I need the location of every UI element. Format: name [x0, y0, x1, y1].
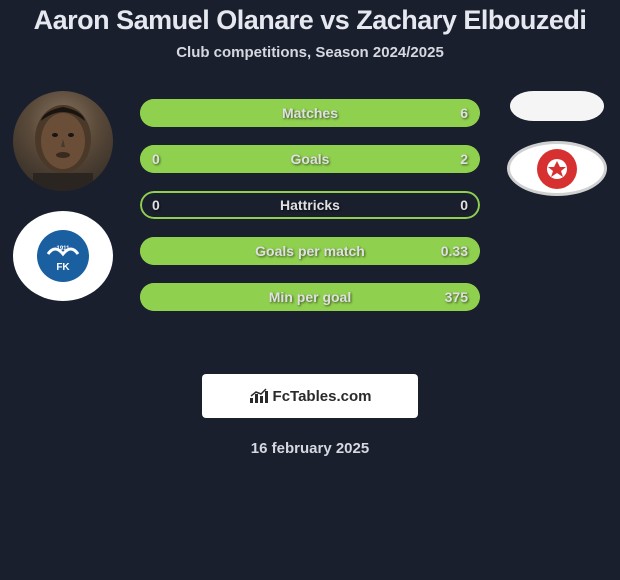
- player1-club-badge: FK 1911: [13, 211, 113, 301]
- stat-label: Min per goal: [269, 289, 351, 305]
- stat-value-right: 2: [460, 151, 468, 167]
- stat-row: 0 Hattricks 0: [140, 191, 480, 219]
- player2-avatar: [510, 91, 604, 121]
- brand-chart-icon: [249, 388, 269, 404]
- club-badge-2-icon: [537, 149, 577, 189]
- player1-column: FK 1911: [8, 91, 118, 301]
- stat-value-left: 0: [152, 197, 160, 213]
- stat-row: 0 Goals 2: [140, 145, 480, 173]
- player2-club-badge: [507, 141, 607, 196]
- player2-column: [502, 91, 612, 196]
- page-title: Aaron Samuel Olanare vs Zachary Elbouzed…: [0, 0, 620, 44]
- stat-row: Min per goal 375: [140, 283, 480, 311]
- brand-text: FcTables.com: [273, 388, 372, 405]
- stat-value-right: 0.33: [441, 243, 468, 259]
- comparison-card: Aaron Samuel Olanare vs Zachary Elbouzed…: [0, 0, 620, 457]
- stat-label: Goals per match: [255, 243, 365, 259]
- stat-value-left: 0: [152, 151, 160, 167]
- player1-avatar: [13, 91, 113, 191]
- player1-face-icon: [13, 91, 113, 191]
- footer-date: 16 february 2025: [0, 440, 620, 457]
- subtitle: Club competitions, Season 2024/2025: [0, 44, 620, 61]
- stat-value-right: 375: [445, 289, 468, 305]
- stat-value-right: 6: [460, 105, 468, 121]
- stat-row: Matches 6: [140, 99, 480, 127]
- svg-text:FK: FK: [56, 262, 70, 273]
- comparison-body: FK 1911 Matches 6 0 Goals 2 0 Hattricks 0 Goals …: [0, 99, 620, 359]
- brand-badge[interactable]: FcTables.com: [202, 374, 418, 418]
- stat-row: Goals per match 0.33: [140, 237, 480, 265]
- stat-label: Goals: [291, 151, 330, 167]
- stat-value-right: 0: [460, 197, 468, 213]
- stat-label: Matches: [282, 105, 338, 121]
- stats-list: Matches 6 0 Goals 2 0 Hattricks 0 Goals per matc…: [140, 99, 480, 311]
- club-badge-1-icon: FK 1911: [33, 226, 93, 286]
- stat-label: Hattricks: [280, 197, 340, 213]
- svg-text:1911: 1911: [56, 246, 70, 252]
